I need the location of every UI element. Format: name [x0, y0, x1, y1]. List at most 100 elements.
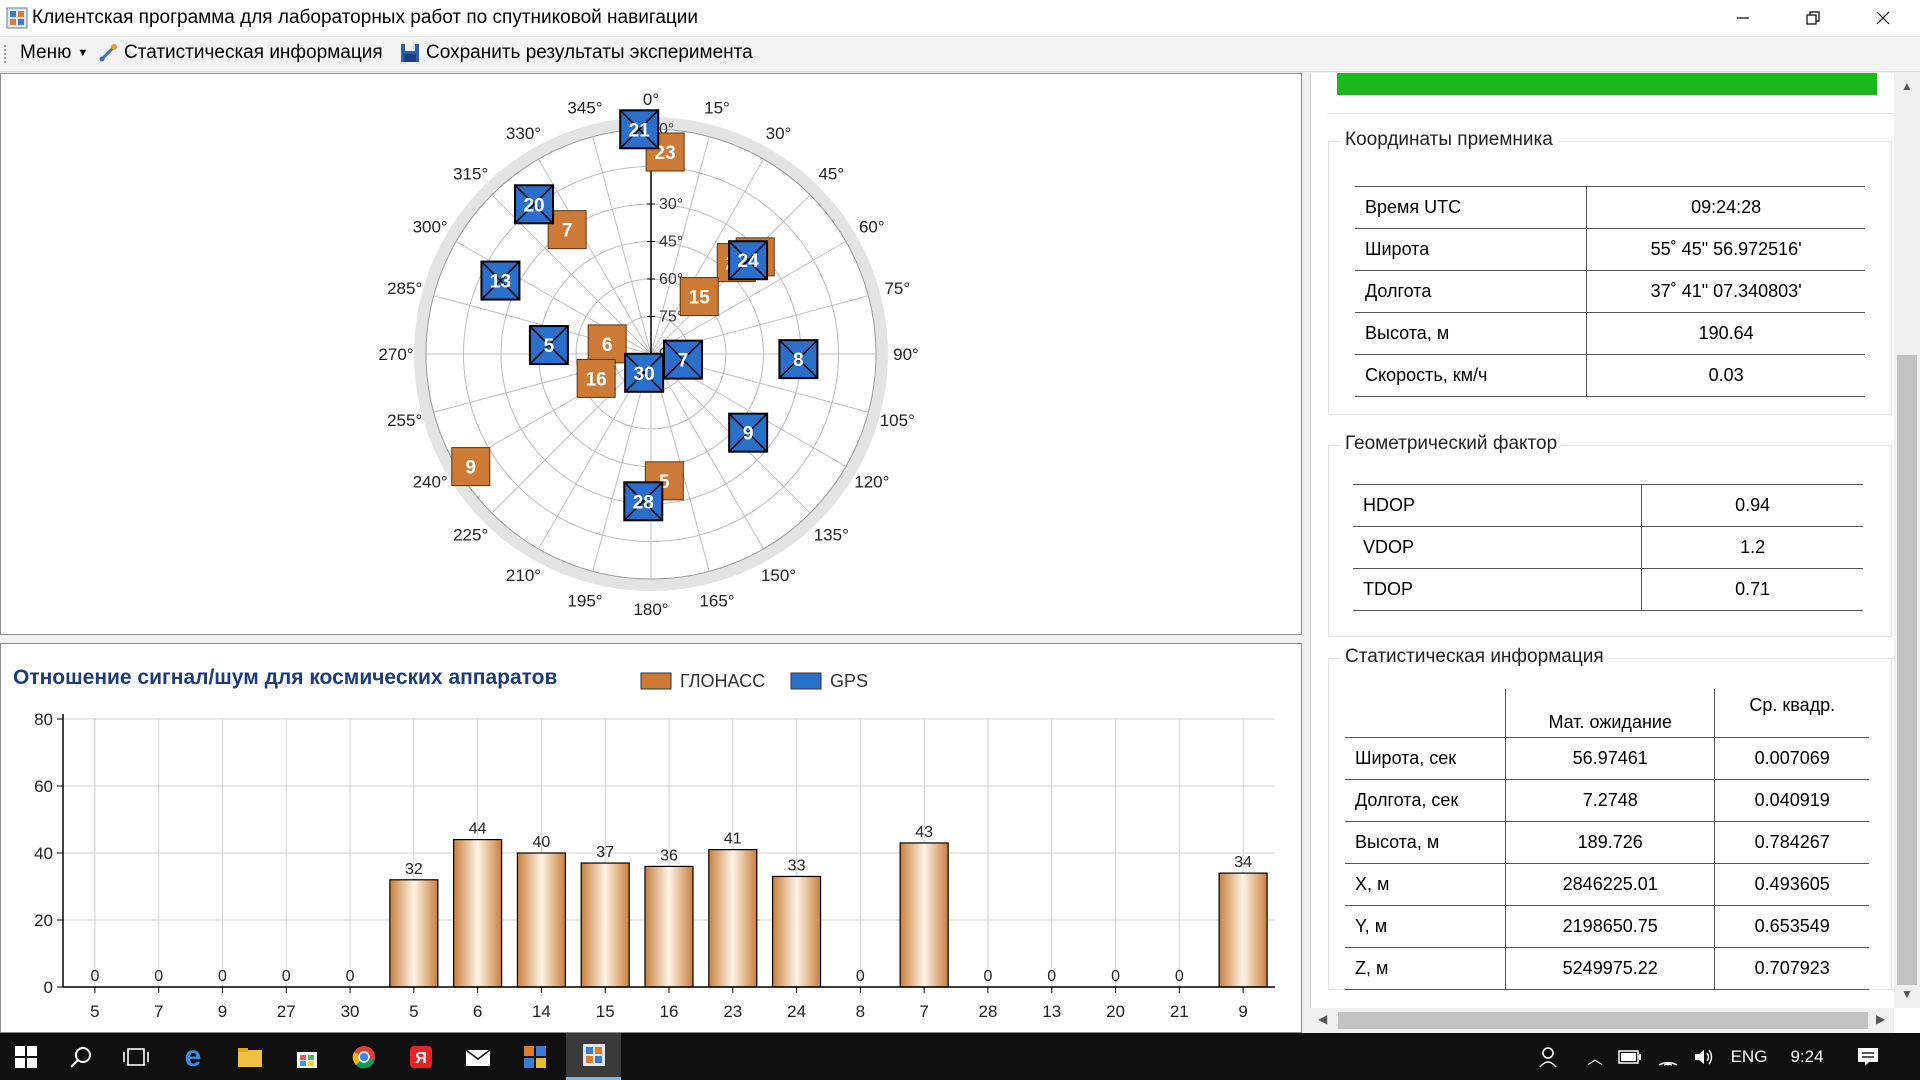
minimize-icon	[1737, 17, 1749, 19]
start-button[interactable]	[0, 1033, 52, 1080]
language-indicator[interactable]: ENG	[1730, 1046, 1768, 1066]
azimuth-spoke	[592, 136, 652, 355]
satellite-id: 9	[743, 424, 754, 445]
stats-group-title: Статистическая информация	[1341, 646, 1608, 668]
receiver-value: 37˚ 41" 07.340803'	[1586, 270, 1865, 313]
azimuth-label: 195°	[567, 591, 602, 610]
bar-value-label: 44	[469, 821, 487, 838]
receiver-label: Время UTC	[1355, 186, 1588, 229]
receiver-label: Скорость, км/ч	[1355, 354, 1588, 397]
chevron-up-icon: ︿	[1586, 1050, 1603, 1068]
taskbar-yandex[interactable]: Я	[395, 1033, 447, 1080]
glonass-satellite-marker: 6	[587, 324, 627, 364]
stats-mean: 5249975.22	[1505, 947, 1716, 990]
azimuth-label: 270°	[378, 345, 413, 364]
gps-satellite-marker: 5	[528, 325, 569, 366]
bar-value-label: 43	[915, 824, 933, 841]
x-tick-label: 9	[218, 1002, 227, 1021]
stats-row: X, м 2846225.01 0.493605	[1345, 863, 1869, 906]
legend-label: ГЛОНАСС	[680, 671, 765, 691]
bar-value-label: 0	[90, 968, 99, 985]
elevation-label: 60°	[659, 271, 683, 288]
x-tick-label: 27	[277, 1002, 296, 1021]
minimize-button[interactable]	[1708, 0, 1778, 36]
close-button[interactable]	[1848, 0, 1918, 36]
taskbar-mail[interactable]	[452, 1033, 504, 1080]
stats-label: Z, м	[1345, 947, 1506, 990]
gps-satellite-marker: 28	[623, 481, 664, 522]
stats-label: Долгота, сек	[1345, 779, 1506, 822]
people-button[interactable]	[1530, 1033, 1570, 1080]
vertical-scroll-thumb[interactable]	[1897, 355, 1917, 985]
taskbar-app-1[interactable]	[509, 1033, 561, 1080]
toolbar: Меню ▼ Статистическая информация Сохрани…	[0, 37, 1920, 72]
y-tick-label: 80	[34, 710, 53, 729]
wifi-tray[interactable]	[1652, 1033, 1684, 1080]
bar-value-label: 33	[788, 857, 806, 874]
taskbar-edge[interactable]: e	[167, 1033, 219, 1080]
x-tick-label: 28	[978, 1002, 997, 1021]
tray-overflow-button[interactable]: ︿	[1580, 1033, 1610, 1080]
bar-value-label: 32	[405, 861, 423, 878]
notification-icon	[1858, 1047, 1878, 1066]
taskbar-store[interactable]	[281, 1033, 333, 1080]
signal-progress-bar	[1337, 73, 1877, 95]
receiver-row: Долгота 37˚ 41" 07.340803'	[1355, 270, 1865, 313]
x-tick-label: 7	[919, 1002, 928, 1021]
x-tick-label: 6	[473, 1002, 482, 1021]
azimuth-label: 45°	[818, 165, 844, 184]
search-icon	[70, 1046, 91, 1068]
bar-value-label: 0	[983, 968, 992, 985]
navigation-app-icon	[582, 1044, 605, 1066]
azimuth-label: 75°	[884, 279, 910, 298]
elevation-label: 30°	[659, 196, 683, 213]
volume-tray[interactable]	[1688, 1033, 1720, 1080]
taskbar-navigation-app[interactable]	[566, 1033, 621, 1080]
task-view-button[interactable]	[110, 1033, 162, 1080]
bar-value-label: 0	[1175, 968, 1184, 985]
satellite-id: 20	[523, 195, 544, 216]
window-title: Клиентская программа для лабораторных ра…	[32, 7, 699, 28]
wifi-icon	[1658, 1061, 1678, 1066]
search-button[interactable]	[55, 1033, 107, 1080]
azimuth-spoke	[538, 158, 652, 355]
receiver-table: Время UTC 09:24:28 Широта 55˚ 45" 56.972516…	[1355, 186, 1865, 397]
save-results-button[interactable]: Сохранить результаты эксперимента	[400, 42, 753, 64]
restore-button[interactable]	[1778, 0, 1848, 36]
scroll-up-icon[interactable]: ▲	[1901, 79, 1913, 93]
x-tick-label: 16	[660, 1002, 679, 1021]
chrome-icon	[352, 1045, 375, 1068]
folder-icon	[238, 1047, 262, 1067]
stats-label: X, м	[1345, 863, 1506, 906]
receiver-row: Широта 55˚ 45" 56.972516'	[1355, 228, 1865, 271]
menu-dropdown[interactable]: Меню ▼	[20, 42, 88, 64]
snr-chart-panel: Отношение сигнал/шум для космических апп…	[0, 643, 1302, 1033]
azimuth-label: 300°	[413, 218, 448, 237]
satellite-id: 5	[659, 472, 670, 493]
yandex-browser-icon: Я	[410, 1045, 432, 1068]
scroll-left-icon[interactable]: ◀	[1318, 1012, 1328, 1026]
taskbar-explorer[interactable]	[224, 1033, 276, 1080]
scroll-right-icon[interactable]: ▶	[1876, 1012, 1886, 1026]
snr-bar	[389, 879, 439, 988]
bar-value-label: 0	[218, 968, 227, 985]
dop-value: 0.71	[1641, 568, 1863, 611]
taskbar-chrome[interactable]	[338, 1033, 390, 1080]
horizontal-scroll-thumb[interactable]	[1338, 1012, 1868, 1029]
horizontal-scrollbar[interactable]: ◀ ▶	[1310, 1008, 1894, 1033]
scroll-down-icon[interactable]: ▼	[1901, 987, 1913, 1001]
dop-row: TDOP 0.71	[1353, 568, 1863, 611]
receiver-label: Широта	[1355, 228, 1588, 271]
snr-bar	[899, 842, 949, 988]
battery-tray[interactable]	[1614, 1033, 1646, 1080]
vertical-scrollbar[interactable]: ▲ ▼	[1894, 73, 1920, 1008]
legend-label: GPS	[830, 671, 868, 691]
clock[interactable]: 9:24	[1790, 1046, 1824, 1066]
stats-sd: 0.493605	[1714, 863, 1869, 906]
satellite-id: 23	[655, 143, 676, 164]
bar-value-label: 0	[346, 968, 355, 985]
x-tick-label: 30	[341, 1002, 360, 1021]
stats-button[interactable]: Статистическая информация	[98, 42, 383, 64]
action-center-button[interactable]	[1848, 1033, 1888, 1080]
progress-container	[1327, 73, 1907, 114]
